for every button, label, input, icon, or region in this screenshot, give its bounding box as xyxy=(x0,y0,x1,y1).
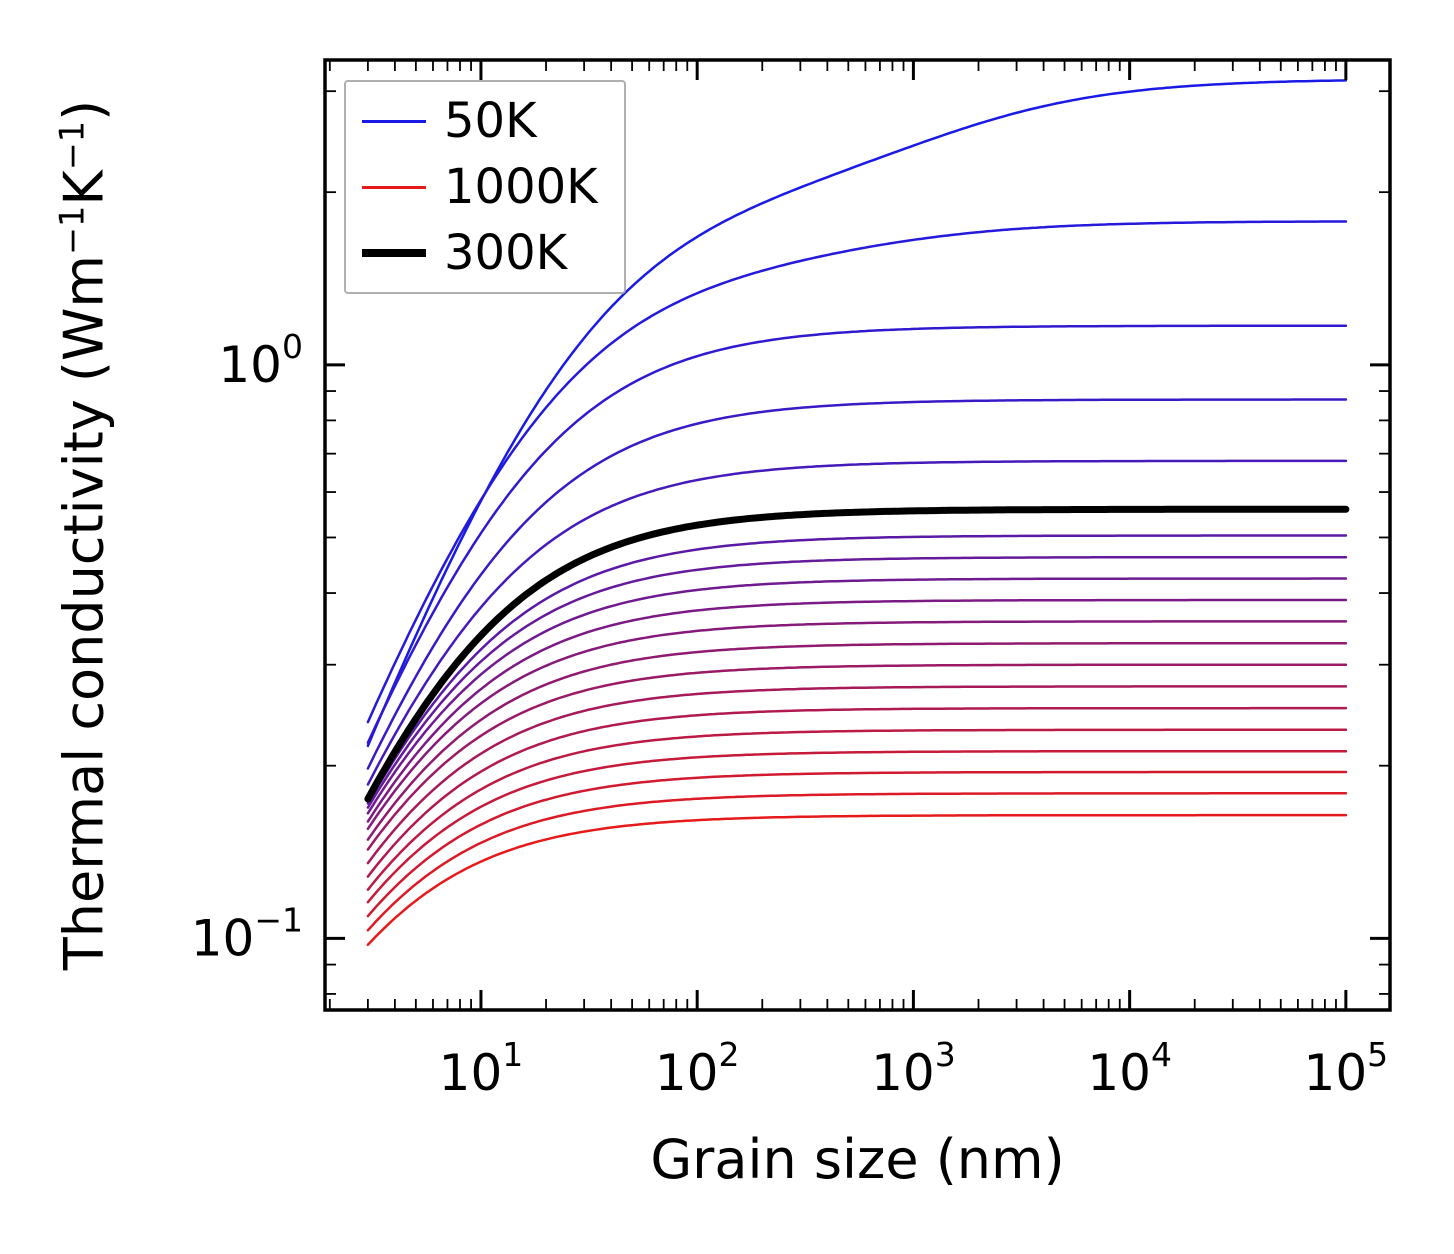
curves xyxy=(364,79,1350,947)
x-tick-label-1e5: 105 xyxy=(1304,1035,1389,1102)
legend-line-sample-50k xyxy=(362,119,426,123)
series-700K-line xyxy=(366,685,1348,865)
x-axis-label: Grain size (nm) xyxy=(650,1128,1065,1191)
x-tick-label-1e4: 104 xyxy=(1087,1035,1172,1102)
series-500K-line xyxy=(366,598,1348,823)
x-tick-label-1e3: 103 xyxy=(871,1035,956,1102)
series-650K-line xyxy=(366,663,1348,851)
series-550K-line xyxy=(366,620,1348,831)
series-250K-line xyxy=(366,459,1348,786)
series-300K-line xyxy=(364,505,1350,803)
x-tick-label-1e2: 102 xyxy=(655,1035,740,1102)
plot-border xyxy=(323,58,1392,1012)
series-750K-line xyxy=(366,706,1348,878)
series-900K-line xyxy=(366,770,1348,918)
legend-line-sample-1000k xyxy=(362,185,426,189)
y-tick-label: 10−1 xyxy=(191,900,303,967)
series-200K-line xyxy=(366,398,1348,770)
axis-ticks xyxy=(325,60,1390,1010)
series-50K-line xyxy=(366,79,1348,748)
x-tick-label-1e1: 101 xyxy=(439,1035,524,1102)
series-350K-line xyxy=(366,534,1348,805)
legend-label-300k: 300K xyxy=(444,225,568,281)
legend-entry-50k: 50K xyxy=(362,90,598,152)
series-950K-line xyxy=(366,792,1348,932)
series-150K-line xyxy=(366,324,1348,744)
series-850K-line xyxy=(366,749,1348,904)
series-600K-line xyxy=(366,641,1348,841)
y-tick-label: 100 xyxy=(218,327,303,394)
series-400K-line xyxy=(366,555,1348,809)
legend-entry-300k: 300K xyxy=(362,222,598,284)
legend-entry-1000k: 1000K xyxy=(362,156,598,218)
series-450K-line xyxy=(366,577,1348,815)
legend-label-1000k: 1000K xyxy=(444,159,598,215)
series-1000K-line xyxy=(366,813,1348,947)
legend: 50K 1000K 300K xyxy=(344,80,626,294)
legend-label-50k: 50K xyxy=(444,93,537,149)
series-800K-line xyxy=(366,728,1348,891)
legend-line-sample-300k xyxy=(362,249,426,257)
y-axis-label: Thermal conductivity (Wm−1K−1) xyxy=(52,99,116,971)
series-100K-line xyxy=(366,220,1348,724)
